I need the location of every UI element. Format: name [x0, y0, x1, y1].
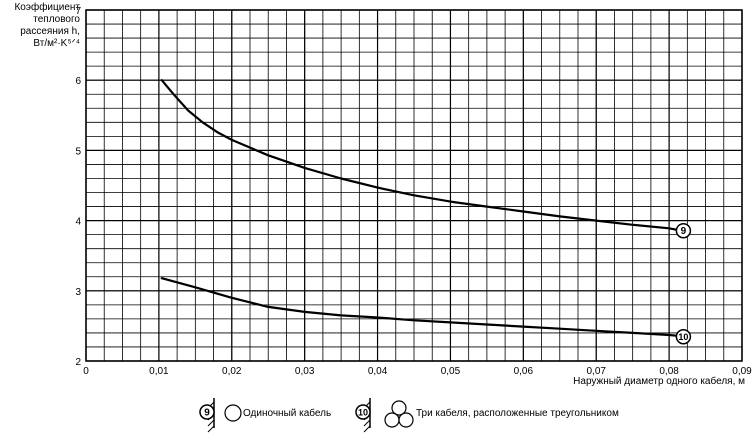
y-tick-label: 2 — [75, 357, 81, 368]
legend-icon-single-cable-hatch — [207, 425, 215, 433]
series-marker-label-9: 9 — [681, 226, 687, 237]
y-tick-label: 5 — [75, 146, 81, 157]
series-line-10 — [160, 277, 678, 337]
series-marker-label-10: 10 — [678, 332, 688, 342]
y-tick-label: 6 — [75, 76, 81, 87]
y-tick-label: 7 — [75, 6, 81, 17]
series-marker-circle-9 — [675, 222, 692, 239]
legend-label-single-cable: Одиночный кабель — [243, 408, 332, 419]
y-tick-label: 4 — [75, 217, 81, 228]
x-tick-label: 0,07 — [586, 366, 606, 377]
legend-icon-three-cables-number-circle — [355, 404, 371, 420]
legend-icon-three-cables-cable — [398, 412, 414, 428]
y-axis-label-line-2: теплового — [33, 14, 80, 25]
x-tick-label: 0,08 — [659, 366, 679, 377]
y-axis-label-line-1: Коэффициент — [14, 2, 80, 13]
axes — [85, 9, 743, 362]
legend-icon-single-cable-cable — [224, 404, 242, 422]
y-tick-label: 3 — [75, 287, 81, 298]
series-marker-circle-10 — [675, 328, 692, 345]
x-tick-label: 0,05 — [441, 366, 461, 377]
y-axis-label-line-3: рассеяния h, — [20, 26, 80, 37]
legend-icon-three-cables-number: 10 — [358, 408, 368, 418]
legend-icons: 9 10 — [199, 398, 414, 433]
legend-label-three-cables: Три кабеля, расположенные треугольником — [416, 408, 619, 419]
legend-icon-three-cables-hatch — [363, 425, 371, 433]
legend-icon-three-cables-cable — [391, 400, 407, 416]
series-markers: 9 10 — [675, 222, 692, 345]
legend-icon-three-cables-hatch — [363, 419, 371, 427]
x-tick-label: 0,06 — [514, 366, 534, 377]
y-axis-label-line-4: Вт/м²·K⁵ᐟ⁴ — [33, 38, 80, 49]
grid — [85, 9, 743, 362]
series-line-9 — [160, 79, 678, 231]
x-tick-label: 0,02 — [222, 366, 242, 377]
x-tick-label: 0,01 — [149, 366, 169, 377]
legend-icon-single-cable-hatch — [207, 419, 215, 427]
legend-icon-single-cable-number-circle — [199, 404, 215, 420]
legend-icon-single-cable-number: 9 — [204, 408, 210, 419]
plot-frame — [85, 9, 743, 362]
tick-labels: 0 0,01 0,02 0,03 0,04 0,05 0,06 0,07 0,08 0,09 2 3 4… — [75, 6, 752, 377]
series-lines — [160, 79, 678, 337]
y-axis-label: Коэффициент теплового рассеяния h, Вт/м²… — [2, 2, 80, 50]
x-tick-label: 0,04 — [368, 366, 388, 377]
x-axis-label: Наружный диаметр одного кабеля, м — [573, 376, 745, 387]
x-tick-label: 0 — [83, 366, 89, 377]
x-tick-label: 0,09 — [732, 366, 752, 377]
x-tick-label: 0,03 — [295, 366, 315, 377]
